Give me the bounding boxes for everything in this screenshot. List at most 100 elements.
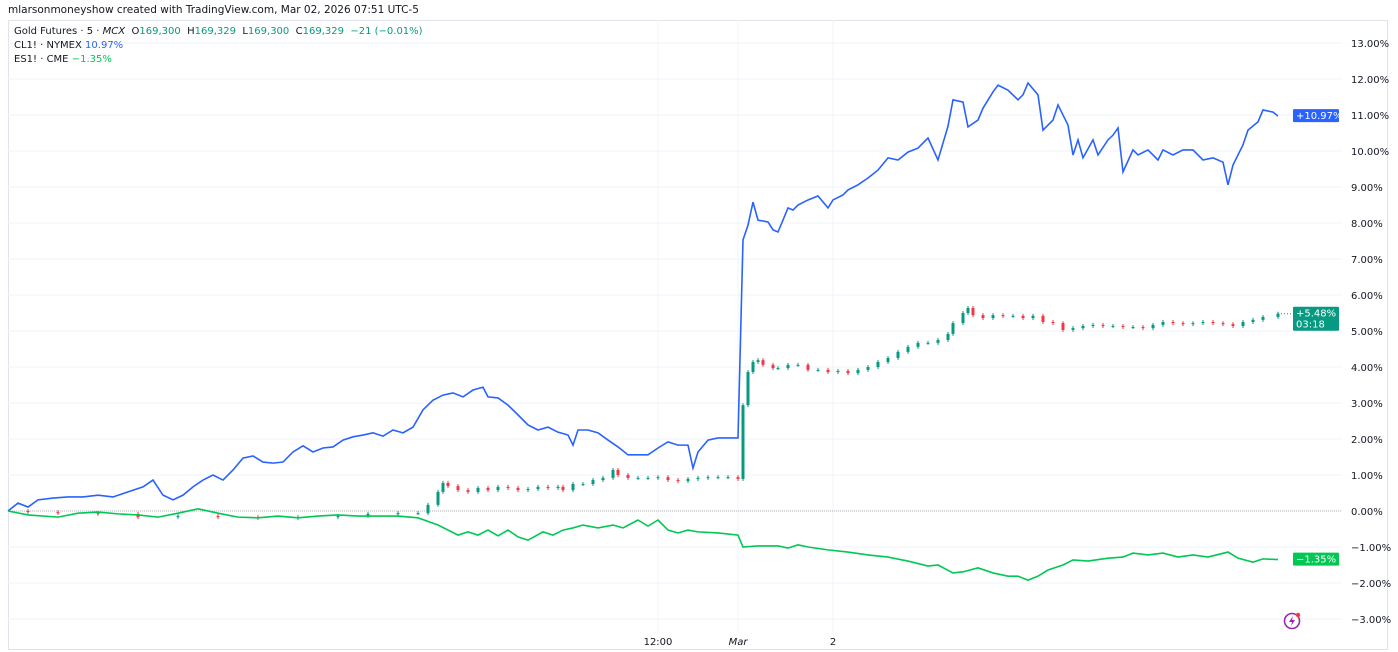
es-price-badge-text: −1.35% — [1296, 555, 1336, 566]
candle — [1131, 327, 1135, 329]
y-tick-label: 8.00% — [1351, 219, 1383, 230]
candle — [1221, 323, 1225, 325]
candle — [646, 477, 650, 479]
candle — [786, 364, 790, 369]
y-tick-label: 9.00% — [1351, 183, 1383, 194]
y-tick-label: 4.00% — [1351, 363, 1383, 374]
y-tick-label: 7.00% — [1351, 255, 1383, 266]
candle — [761, 360, 765, 365]
candle — [1211, 322, 1215, 324]
candle — [1181, 323, 1185, 325]
candle — [396, 513, 400, 515]
change-value: −21 (−0.01%) — [350, 26, 423, 37]
candle — [856, 369, 860, 374]
y-tick-label: 13.00% — [1351, 39, 1389, 50]
candle — [926, 342, 930, 344]
candle — [446, 482, 450, 487]
y-tick-label: 12.00% — [1351, 75, 1389, 86]
candle — [846, 370, 850, 374]
candle — [366, 513, 370, 517]
candle — [571, 484, 575, 491]
y-tick-label: −1.00% — [1351, 543, 1391, 554]
cl-price-badge-text: +10.97% — [1296, 111, 1343, 122]
candle — [946, 333, 950, 340]
candle — [1041, 315, 1045, 322]
y-tick-label: −3.00% — [1351, 615, 1391, 626]
candle — [546, 486, 550, 488]
y-tick-label: 5.00% — [1351, 327, 1383, 338]
candle — [1021, 315, 1025, 319]
cl-series-line — [7, 81, 1279, 512]
candle — [591, 480, 595, 484]
main-price-badge-countdown: 03:18 — [1296, 320, 1325, 331]
legend: Gold Futures · 5 · MCX O169,300 H169,329… — [14, 25, 423, 67]
candle — [536, 486, 540, 490]
candle — [1011, 315, 1015, 317]
candle — [486, 487, 490, 491]
candle — [676, 480, 680, 482]
candle — [991, 315, 995, 319]
candle — [26, 511, 30, 513]
legend-main[interactable]: Gold Futures · 5 · MCX O169,300 H169,329… — [14, 26, 423, 37]
candle — [636, 477, 640, 479]
candle — [726, 477, 730, 479]
y-tick-label: 1.00% — [1351, 471, 1383, 482]
candle — [1111, 325, 1115, 327]
candle — [751, 361, 755, 373]
candle — [966, 307, 970, 313]
candle — [906, 346, 910, 352]
cl-price-badge-bg — [1293, 109, 1339, 123]
candle — [1081, 325, 1085, 329]
candle — [981, 315, 985, 319]
candle — [96, 513, 100, 515]
candle — [806, 364, 810, 370]
candle — [426, 504, 430, 514]
candle — [741, 405, 745, 479]
candle — [951, 323, 955, 334]
candle — [816, 369, 820, 371]
low-value: 169,300 — [247, 26, 290, 37]
candle — [706, 477, 710, 479]
candle — [1031, 315, 1035, 319]
main-price-badge-text: +5.48% — [1296, 309, 1336, 320]
candle — [1141, 327, 1145, 329]
candle — [916, 342, 920, 347]
high-value: 169,329 — [194, 26, 236, 37]
candle — [416, 513, 420, 515]
es-price-badge-bg — [1293, 552, 1339, 566]
candle — [656, 477, 660, 479]
candle — [836, 370, 840, 373]
candle — [736, 477, 740, 479]
candle — [1101, 324, 1105, 326]
candle — [1061, 323, 1065, 330]
candle — [176, 516, 180, 518]
candle — [336, 516, 340, 518]
es-price-badge: −1.35% — [1293, 552, 1339, 566]
watermark: mlarsonmoneyshow created with TradingVie… — [8, 4, 419, 16]
cl-price-badge: +10.97% — [1293, 109, 1343, 123]
candle — [1091, 324, 1095, 326]
legend-cl[interactable]: CL1! · NYMEX 10.97% — [14, 40, 124, 51]
candle — [961, 313, 965, 324]
candle — [866, 367, 870, 370]
candle — [1276, 313, 1280, 317]
y-tick-label: 2.00% — [1351, 435, 1383, 446]
candle — [796, 364, 800, 366]
candle — [716, 477, 720, 479]
candle — [896, 351, 900, 358]
candle — [616, 469, 620, 475]
candle — [746, 372, 750, 406]
x-tick-label: 2 — [830, 637, 836, 648]
candle — [1261, 316, 1265, 320]
legend-es[interactable]: ES1! · CME −1.35% — [14, 54, 112, 65]
open-value: 169,300 — [139, 26, 181, 37]
candle — [1191, 323, 1195, 325]
es-series-line — [7, 508, 1279, 581]
candle — [581, 484, 585, 485]
candle — [1251, 319, 1255, 322]
y-tick-label: −2.00% — [1351, 579, 1391, 590]
candle — [1201, 322, 1205, 324]
candle — [526, 489, 530, 491]
lightning-icon[interactable] — [1283, 612, 1301, 630]
